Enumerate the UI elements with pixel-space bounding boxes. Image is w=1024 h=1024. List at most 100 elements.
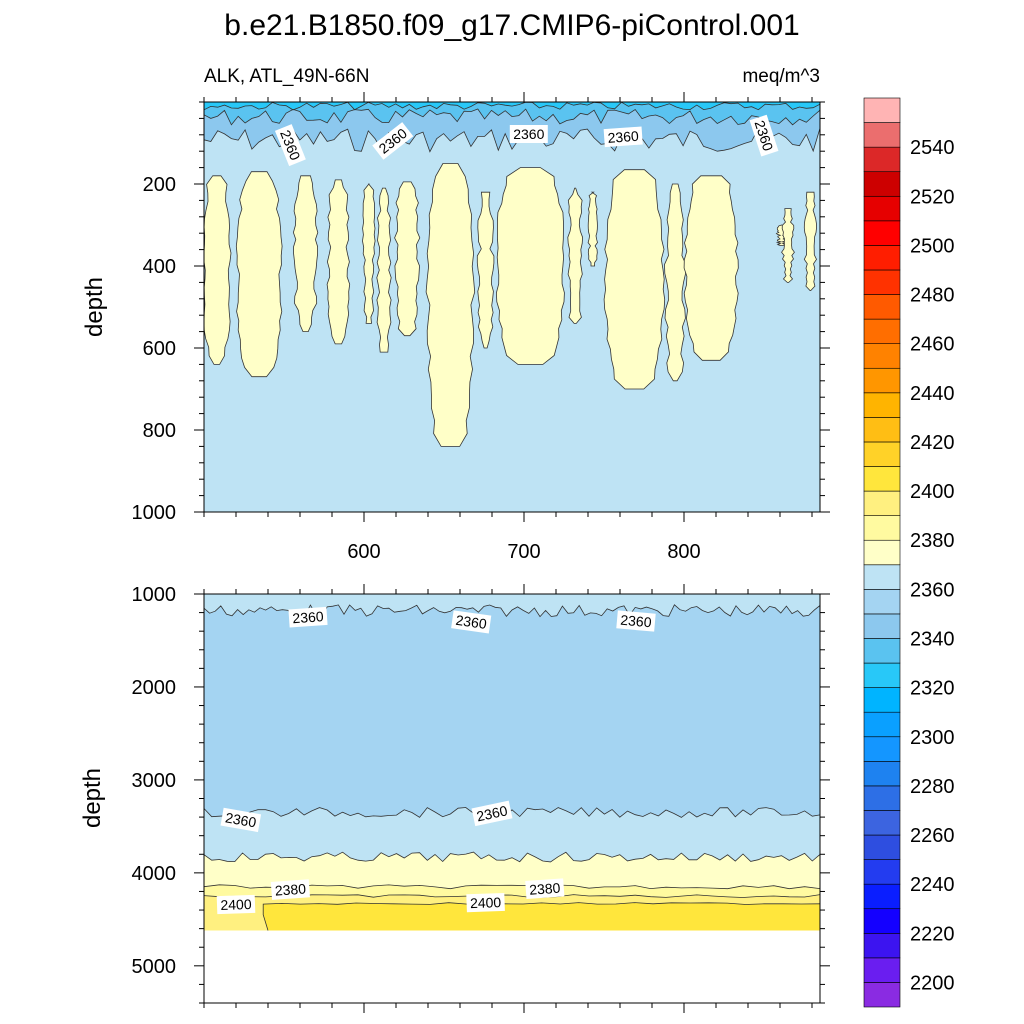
- upper-2370-region: [292, 175, 319, 333]
- lower-contour-label: 2360: [471, 800, 513, 827]
- colorbar-box: [863, 245, 901, 271]
- colorbar-box: [863, 343, 901, 369]
- colorbar-box: [863, 220, 901, 246]
- contour-label-box: [274, 124, 306, 167]
- colorbar-tick-label: 2420: [910, 432, 955, 454]
- colorbar-box: [863, 564, 901, 590]
- upper-x-tick-label: 800: [667, 541, 700, 563]
- colorbar-box: [863, 589, 901, 615]
- contour-label-box: [509, 125, 548, 143]
- lower-y-tick-label: 3000: [132, 770, 177, 792]
- lower-contour-label: 2360: [220, 807, 262, 833]
- lower-2360-top-band: [204, 594, 820, 617]
- colorbar-box: [863, 957, 901, 983]
- contour-label-text: 2400: [220, 896, 252, 913]
- contour-label-text: 2360: [475, 802, 509, 824]
- upper-x-tick-label: 700: [507, 541, 540, 563]
- lower-contour-label: 2400: [216, 894, 256, 915]
- lower-2400-band: [263, 902, 820, 931]
- colorbar-tick-label: 2260: [910, 825, 955, 847]
- lower-contour-label: 2380: [525, 878, 565, 900]
- colorbar-box: [863, 662, 901, 688]
- lower-contour-label: 2400: [466, 892, 505, 913]
- lower-contour-label: 2360: [616, 610, 656, 632]
- lower-panel-fills: [204, 594, 820, 931]
- contour-label-text: 2380: [529, 880, 561, 898]
- upper-y-tick-label: 400: [143, 256, 176, 278]
- contour-label-text: 2360: [455, 612, 488, 632]
- colorbar-tick-label: 2540: [910, 137, 955, 159]
- colorbar-box: [863, 785, 901, 811]
- colorbar-tick-label: 2280: [910, 776, 955, 798]
- lower-y-tick-label: 5000: [132, 956, 177, 978]
- colorbar-tick-label: 2400: [910, 481, 955, 503]
- upper-contour-2340: [203, 108, 821, 126]
- colorbar-tick-label: 2220: [910, 923, 955, 945]
- upper-contour-2350: [203, 127, 821, 153]
- lower-contour-label: 2360: [451, 610, 492, 634]
- upper-2370-region: [683, 175, 739, 361]
- upper-contour-label: 2360: [603, 126, 643, 148]
- colorbar-box: [863, 810, 901, 836]
- lower-contour-2370: [203, 851, 821, 863]
- units-subtitle: meq/m^3: [742, 66, 820, 87]
- colorbar-box: [863, 687, 901, 713]
- lower-contour-2400: [262, 902, 821, 931]
- upper-y-tick-label: 200: [143, 174, 176, 196]
- contour-label-text: 2360: [292, 608, 324, 626]
- colorbar-box: [863, 367, 901, 394]
- colorbar-box: [863, 97, 901, 123]
- contour-label-text: 2360: [620, 612, 653, 631]
- colorbar-tick-label: 2300: [910, 727, 955, 749]
- lower-contour-2360-deep: [203, 807, 821, 818]
- upper-2370-region: [425, 163, 476, 447]
- colorbar-tick-label: 2240: [910, 874, 955, 896]
- lower-contour-label: 2380: [270, 879, 310, 900]
- colorbar-box: [863, 441, 901, 467]
- lower-y-tick-label: 4000: [132, 863, 177, 885]
- upper-contour-2330: [203, 101, 821, 111]
- contour-label-box: [216, 894, 256, 915]
- chart-title: b.e21.B1850.f09_g17.CMIP6-piControl.001: [224, 9, 799, 42]
- contour-label-box: [220, 807, 262, 833]
- colorbar-box: [863, 711, 901, 738]
- contour-label-box: [616, 610, 656, 632]
- upper-2370-region: [376, 187, 392, 353]
- contour-label-text: 2400: [470, 894, 502, 911]
- colorbar-box: [863, 392, 901, 418]
- lower-y-tick-label: 2000: [132, 677, 177, 699]
- lower-2370-band: [204, 852, 820, 889]
- lower-panel-contour-labels: 2360 2360 2360 2360 2360 2380 2380 2400 2400: [216, 606, 656, 915]
- upper-y-tick-label: 800: [143, 420, 176, 442]
- contour-label-box: [466, 892, 505, 913]
- upper-y-tick-label: 1000: [132, 502, 177, 524]
- upper-y-tick-label: 600: [143, 338, 176, 360]
- upper-2370-region: [664, 183, 687, 382]
- contour-label-box: [749, 114, 779, 157]
- upper-2370-region: [362, 183, 376, 324]
- lower-y-tick-label: 1000: [132, 584, 177, 606]
- colorbar-tick-label: 2480: [910, 285, 955, 307]
- colorbar-tick-label: 2320: [910, 678, 955, 700]
- lower-2380-band: [204, 884, 820, 898]
- colorbar-box: [863, 932, 901, 959]
- variable-region-subtitle: ALK, ATL_49N-66N: [204, 66, 369, 87]
- colorbar-box: [863, 171, 901, 197]
- colorbar-box: [863, 515, 901, 541]
- upper-2370-region: [326, 179, 351, 345]
- upper-2370-region: [567, 187, 584, 324]
- colorbar-box: [863, 195, 901, 222]
- colorbar-tick-label: 2360: [910, 579, 955, 601]
- contour-label-box: [372, 122, 414, 160]
- upper-panel-axes: 200 400 600 800 1000 600 700 800: [132, 92, 830, 563]
- contour-label-box: [603, 126, 643, 148]
- colorbar-box: [863, 417, 901, 443]
- upper-2370-region: [781, 208, 795, 283]
- colorbar: 2200 2220 2240 2260 2280 2300 2320 2340 2360 2380…: [863, 97, 955, 1008]
- upper-2370-region: [235, 171, 283, 378]
- upper-panel-fills: [203, 102, 820, 512]
- upper-2370-region: [476, 191, 495, 349]
- lower-depth-axis-label: depth: [79, 768, 106, 828]
- upper-contour-label: 2360: [509, 125, 548, 143]
- colorbar-box: [863, 883, 901, 910]
